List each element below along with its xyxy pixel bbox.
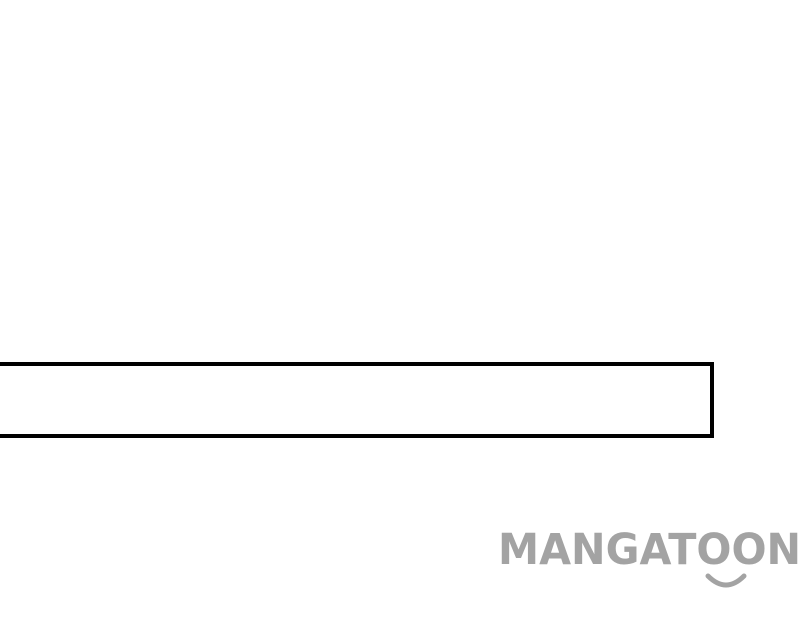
watermark-text: MANGATOON (498, 525, 800, 575)
mangatoon-watermark: MANGATOON (498, 524, 800, 594)
smile-icon (705, 573, 747, 588)
comic-panel-border (0, 362, 714, 438)
